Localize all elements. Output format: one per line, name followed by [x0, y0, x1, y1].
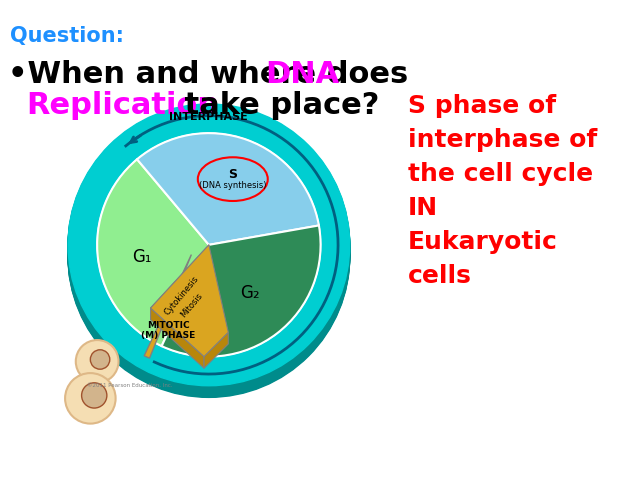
Circle shape [68, 107, 349, 389]
Polygon shape [150, 245, 228, 357]
Circle shape [68, 109, 349, 391]
Circle shape [68, 106, 349, 388]
Circle shape [97, 133, 321, 357]
Text: the cell cycle: the cell cycle [408, 162, 593, 186]
Polygon shape [150, 245, 209, 320]
Circle shape [82, 383, 107, 408]
Text: take place?: take place? [174, 91, 380, 120]
Circle shape [90, 350, 110, 369]
Circle shape [68, 108, 349, 390]
Ellipse shape [198, 157, 268, 201]
Circle shape [68, 105, 349, 387]
Wedge shape [97, 159, 209, 346]
Circle shape [68, 112, 349, 394]
Text: Question:: Question: [10, 26, 124, 46]
Text: S: S [228, 168, 237, 181]
Text: Mitosis: Mitosis [179, 291, 204, 319]
Text: G₁: G₁ [132, 248, 152, 265]
Circle shape [76, 340, 118, 383]
Wedge shape [144, 254, 191, 358]
Text: (DNA synthesis): (DNA synthesis) [199, 181, 266, 191]
Polygon shape [204, 332, 228, 368]
Text: DNA: DNA [265, 60, 339, 89]
Polygon shape [150, 308, 204, 368]
Circle shape [68, 115, 349, 396]
Circle shape [65, 373, 116, 424]
Circle shape [68, 116, 349, 397]
Wedge shape [162, 226, 321, 357]
Text: MITOTIC
(M) PHASE: MITOTIC (M) PHASE [141, 321, 195, 340]
Text: G₂: G₂ [239, 284, 259, 302]
Circle shape [68, 104, 349, 386]
Text: S phase of: S phase of [408, 94, 556, 118]
Text: cells: cells [408, 264, 472, 288]
Text: ©2011 Pearson Education, Inc.: ©2011 Pearson Education, Inc. [88, 383, 173, 388]
Text: interphase of: interphase of [408, 128, 597, 152]
Circle shape [68, 114, 349, 396]
Text: Eukaryotic: Eukaryotic [408, 230, 558, 254]
Text: •When and where does: •When and where does [8, 60, 419, 89]
Text: Replication: Replication [26, 91, 220, 120]
Circle shape [68, 111, 349, 393]
Text: INTERPHASE: INTERPHASE [170, 112, 248, 122]
Circle shape [68, 113, 349, 395]
Wedge shape [137, 133, 319, 245]
Text: IN: IN [408, 196, 438, 220]
Text: Cytokinesis: Cytokinesis [163, 274, 200, 317]
Circle shape [68, 110, 349, 392]
